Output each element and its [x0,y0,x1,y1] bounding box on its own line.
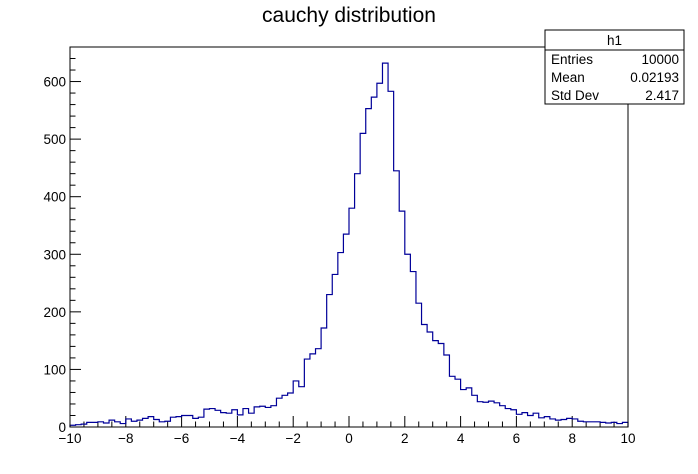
stats-value-mean: 0.02193 [630,70,679,85]
x-tick-label: −8 [118,431,133,446]
y-tick-label: 100 [43,362,66,377]
stats-label-entries: Entries [551,52,593,67]
stats-box-title: h1 [607,33,622,48]
plot-frame [69,46,629,428]
x-tick-label: −2 [285,431,300,446]
y-tick-label: 200 [43,305,66,320]
y-tick-label: 400 [43,190,66,205]
y-tick-label: 600 [43,75,66,90]
stats-value-entries: 10000 [641,52,679,67]
x-tick-label: 2 [401,431,409,446]
y-tick-label: 300 [43,247,66,262]
x-tick-label: −6 [174,431,189,446]
y-tick-label: 0 [58,420,66,435]
x-tick-label: 8 [568,431,576,446]
x-axis-ticks: −10 −8 −6 −4 −2 0 2 4 6 8 10 [59,416,636,446]
x-tick-label: 0 [345,431,353,446]
stats-label-mean: Mean [551,70,585,85]
x-tick-label: 10 [620,431,635,446]
chart-title: cauchy distribution [262,4,436,27]
stats-box: h1 Entries 10000 Mean 0.02193 Std Dev 2.417 [544,29,685,105]
y-tick-label: 500 [43,132,66,147]
x-tick-label: −10 [59,431,82,446]
stats-value-std-dev: 2.417 [645,88,679,103]
histogram-line [69,62,629,427]
x-tick-label: 6 [513,431,521,446]
x-tick-label: −4 [230,431,246,446]
stats-box-frame [544,29,685,105]
stats-label-std-dev: Std Dev [551,88,599,103]
x-tick-label: 4 [457,431,465,446]
y-axis-ticks: 0 100 200 300 400 500 600 [43,46,81,435]
